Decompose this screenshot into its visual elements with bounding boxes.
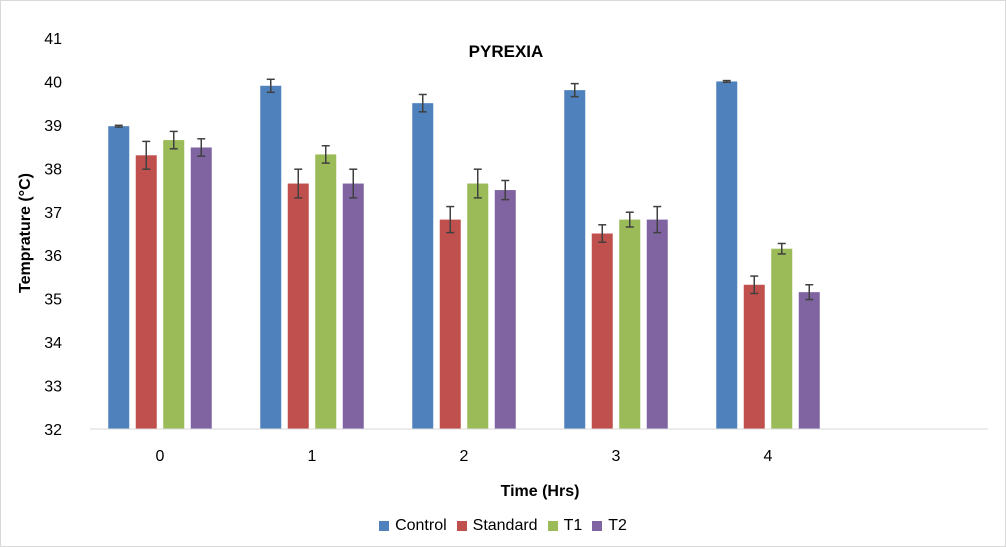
y-tick-label: 35	[44, 292, 62, 309]
error-bar-standard-t0	[142, 140, 151, 170]
chart-title: PYREXIA	[469, 42, 544, 61]
y-tick-label: 38	[44, 161, 62, 178]
legend-item-t1[interactable]: T1	[547, 517, 583, 535]
y-tick-label: 36	[44, 248, 62, 265]
error-bar-standard-t1	[294, 168, 303, 199]
error-bar-control-t1	[266, 78, 275, 94]
legend-label-standard: Standard	[472, 517, 538, 534]
bar-t2-t4	[798, 292, 820, 429]
error-bar-t2-t3	[653, 205, 662, 234]
bar-standard-t2	[439, 219, 461, 429]
x-tick-label: 1	[308, 448, 317, 465]
error-bar-standard-t3	[598, 224, 607, 243]
legend-label-t2: T2	[608, 517, 627, 534]
legend-swatch-control	[379, 521, 390, 531]
y-tick-label: 34	[44, 335, 62, 352]
legend-swatch-standard	[456, 521, 467, 531]
error-bar-t2-t2	[501, 179, 510, 201]
y-axis-label: Temprature (°C)	[17, 173, 34, 293]
bar-t1-t1	[315, 154, 337, 430]
y-tick-label: 40	[44, 74, 62, 91]
bar-series	[108, 81, 820, 430]
bar-t1-t2	[467, 183, 489, 429]
bar-standard-t3	[591, 233, 613, 429]
legend-swatch-t1	[547, 521, 558, 531]
legend-item-t2[interactable]: T2	[592, 517, 627, 535]
legend-item-control[interactable]: Control	[379, 517, 447, 535]
x-tick-label: 3	[612, 448, 621, 465]
x-tick-label: 0	[156, 448, 165, 465]
y-tick-label: 41	[44, 31, 62, 48]
error-bar-control-t3	[570, 82, 579, 98]
bar-t2-t3	[646, 219, 668, 429]
error-bar-standard-t4	[750, 275, 759, 295]
y-tick-label: 33	[44, 379, 62, 396]
error-bar-t2-t1	[349, 168, 358, 199]
y-tick-label: 37	[44, 205, 62, 222]
error-bar-control-t0	[114, 124, 123, 128]
y-tick-label: 39	[44, 118, 62, 135]
y-axis-tick-labels: 32 33 34 35 36 37 38 39 40 41	[44, 31, 62, 439]
error-bar-t1-t1	[321, 144, 330, 164]
x-tick-label: 4	[764, 448, 773, 465]
chart-legend: Control Standard T1 T2	[0, 517, 1006, 535]
error-bar-control-t4	[722, 79, 731, 84]
x-axis-label: Time (Hrs)	[501, 483, 580, 500]
bar-standard-t4	[743, 284, 765, 429]
legend-label-control: Control	[395, 517, 447, 534]
bar-standard-t0	[135, 155, 157, 430]
bar-t2-t2	[494, 190, 516, 429]
bar-control-t4	[716, 81, 738, 429]
error-bar-t1-t3	[625, 211, 634, 228]
y-tick-label: 32	[44, 422, 62, 439]
bar-control-t0	[108, 126, 130, 429]
legend-label-t1: T1	[563, 517, 583, 534]
bar-t2-t1	[342, 183, 364, 429]
bar-standard-t1	[287, 183, 309, 429]
error-bar-control-t2	[418, 93, 427, 113]
legend-item-standard[interactable]: Standard	[456, 517, 538, 535]
bar-t1-t3	[619, 219, 641, 429]
legend-swatch-t2	[592, 521, 603, 531]
bar-control-t1	[260, 85, 282, 430]
bar-control-t2	[412, 103, 434, 430]
bar-control-t3	[564, 90, 586, 429]
x-tick-label: 2	[460, 448, 469, 465]
bar-t2-t0	[190, 147, 212, 430]
error-bars	[114, 78, 814, 301]
bar-t1-t0	[163, 140, 185, 429]
error-bar-t1-t4	[777, 242, 786, 255]
error-bar-t1-t2	[473, 168, 482, 199]
error-bar-standard-t2	[446, 205, 455, 234]
error-bar-t1-t0	[169, 130, 178, 150]
error-bar-t2-t0	[197, 138, 206, 157]
bar-t1-t4	[771, 248, 793, 429]
error-bar-t2-t4	[805, 284, 814, 301]
x-axis-tick-labels: 0 1 2 3 4	[156, 448, 773, 465]
